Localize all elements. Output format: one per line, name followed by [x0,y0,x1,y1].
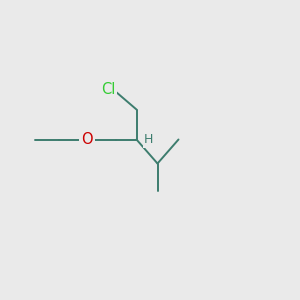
Text: H: H [144,133,153,146]
Text: O: O [81,132,93,147]
Text: Cl: Cl [101,82,115,98]
